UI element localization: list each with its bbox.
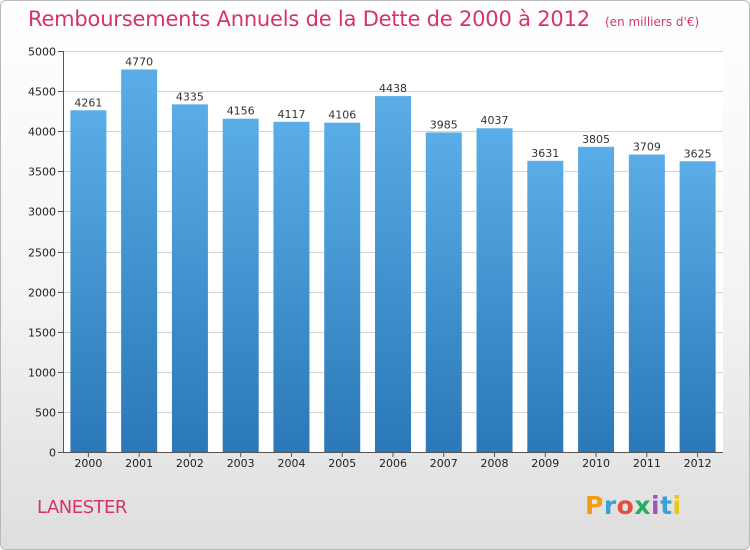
bar-2007 [425, 132, 462, 452]
value-label-2010: 3805 [582, 133, 610, 146]
logo-letter: P [585, 491, 604, 520]
bar-2004 [273, 121, 310, 453]
y-tick-label: 3500 [28, 166, 56, 179]
value-label-2005: 4106 [328, 109, 356, 122]
x-tick-label-2011: 2011 [633, 457, 661, 470]
x-tick-label-2009: 2009 [531, 457, 559, 470]
x-tick-label-2012: 2012 [684, 457, 712, 470]
value-label-2009: 3631 [531, 147, 559, 160]
value-label-2012: 3625 [684, 147, 712, 160]
bar-2003 [222, 118, 259, 453]
y-tick-label: 4000 [28, 126, 56, 139]
logo-letter: t [660, 491, 673, 520]
bar-2012 [679, 161, 716, 452]
x-tick-label-2006: 2006 [379, 457, 407, 470]
value-label-2002: 4335 [176, 90, 204, 103]
y-tick-label: 4500 [28, 86, 56, 99]
logo-letter: x [634, 491, 651, 520]
bar-2011 [628, 154, 665, 452]
y-tick-label: 3000 [28, 206, 56, 219]
y-tick-label: 5000 [28, 46, 56, 59]
y-tick-label: 2000 [28, 287, 56, 300]
x-tick-label-2004: 2004 [277, 457, 305, 470]
bar-2006 [375, 96, 411, 453]
value-label-2007: 3985 [430, 118, 458, 131]
logo-letter: r [603, 491, 617, 520]
x-tick-label-2005: 2005 [328, 457, 356, 470]
x-tick-label-2010: 2010 [582, 457, 610, 470]
x-tick-label-2001: 2001 [125, 457, 153, 470]
x-tick-label-2002: 2002 [176, 457, 204, 470]
logo-letter: i [651, 491, 661, 520]
city-name: LANESTER [37, 497, 127, 518]
chart-unit-label: (en milliers d'€) [605, 15, 700, 29]
y-tick-label: 1500 [28, 327, 56, 340]
bar-2008 [476, 128, 513, 452]
x-tick-label-2007: 2007 [430, 457, 458, 470]
value-label-2006: 4438 [379, 82, 407, 95]
y-tick-label: 500 [35, 407, 56, 420]
value-label-2008: 4037 [481, 114, 509, 127]
y-tick-label: 2500 [28, 247, 56, 260]
bar-2001 [121, 69, 158, 453]
bar-2000 [70, 110, 107, 453]
logo-letter: i [672, 491, 682, 520]
bar-2005 [324, 122, 361, 453]
y-tick-label: 0 [49, 447, 56, 460]
chart-header: Remboursements Annuels de la Dette de 20… [28, 7, 699, 31]
proxiti-logo: Proxiti [585, 491, 682, 520]
bar-2010 [578, 146, 615, 453]
y-tick-label: 1000 [28, 367, 56, 380]
value-label-2003: 4156 [227, 105, 255, 118]
value-label-2000: 4261 [74, 96, 102, 109]
value-label-2004: 4117 [277, 108, 305, 121]
bar-2002 [171, 104, 208, 452]
x-tick-label-2003: 2003 [227, 457, 255, 470]
logo-letter: o [616, 491, 635, 520]
value-label-2011: 3709 [633, 141, 661, 154]
x-tick-label-2000: 2000 [74, 457, 102, 470]
chart-title: Remboursements Annuels de la Dette de 20… [28, 7, 590, 31]
value-label-2001: 4770 [125, 55, 153, 68]
x-tick-label-2008: 2008 [481, 457, 509, 470]
bar-2009 [527, 160, 564, 452]
